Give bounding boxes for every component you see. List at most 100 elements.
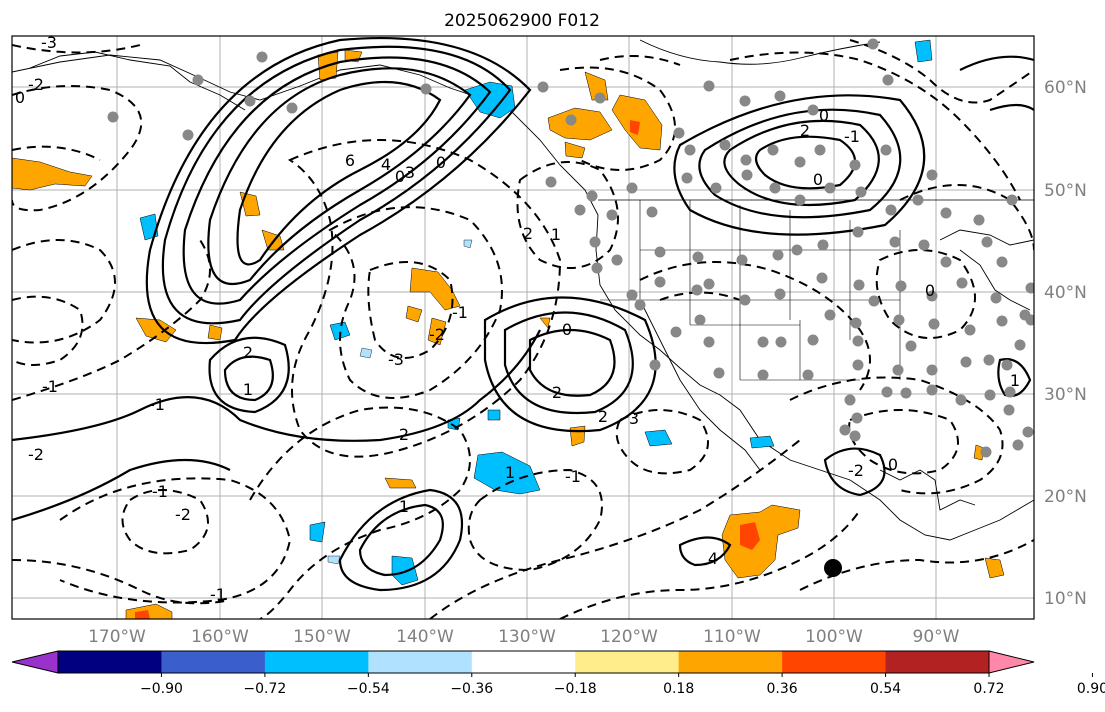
contour-label: 2: [552, 383, 562, 402]
colorbar-segment: [678, 651, 783, 673]
station-dot: [824, 182, 836, 194]
station-dot: [928, 318, 940, 330]
lon-tick-label: 160°W: [191, 627, 249, 647]
colorbar: −0.90 −0.72 −0.54 −0.36 −0.18 0.18 0.36 0.54 0.7…: [11, 650, 1105, 697]
contour-label: -1: [210, 585, 226, 604]
colorbar-tick-label: −0.18: [554, 681, 597, 697]
station-dots: [107, 38, 1034, 458]
contour-label: 4: [381, 155, 391, 174]
station-dot: [867, 38, 879, 50]
station-dot: [594, 92, 606, 104]
station-dot: [775, 336, 787, 348]
station-dot: [626, 289, 638, 301]
map-panel: -3-20-16 4 321-220-1-21-3-22-11-12 34-2 0-12…: [11, 35, 1035, 620]
station-dot: [849, 430, 861, 442]
station-dot: [1001, 359, 1013, 371]
station-dot: [710, 182, 722, 194]
contour-label: -2: [28, 445, 44, 464]
station-dot: [964, 324, 976, 336]
contour-label: -1: [149, 395, 165, 414]
station-dot: [912, 194, 924, 206]
station-dot: [634, 299, 646, 311]
station-dot: [757, 369, 769, 381]
station-dot: [767, 144, 779, 156]
station-dot: [1014, 339, 1026, 351]
contour-label: 1: [505, 463, 515, 482]
contour-label: -1: [844, 127, 860, 146]
station-dot: [1003, 404, 1015, 416]
station-dot: [802, 369, 814, 381]
station-dot: [926, 290, 938, 302]
contour-label: 1: [243, 380, 253, 399]
map-frame: [11, 35, 1035, 620]
shaded-blue-regions: [139, 39, 933, 586]
station-dot: [850, 317, 862, 329]
station-dot: [673, 127, 685, 139]
colorbar-tick-label: 0.90: [1077, 681, 1105, 697]
station-dot: [741, 169, 753, 181]
station-dot: [606, 209, 618, 221]
lon-tick-label: 100°W: [805, 627, 863, 647]
station-dot: [851, 412, 863, 424]
colorbar-segment: [264, 651, 369, 673]
station-dot: [791, 244, 803, 256]
station-dot: [881, 386, 893, 398]
shaded-lightblue-regions: [327, 239, 473, 565]
station-dot: [703, 80, 715, 92]
contour-label: 2: [243, 343, 253, 362]
station-dot: [849, 159, 861, 171]
station-dot: [1022, 426, 1034, 438]
contour-label: 0: [925, 281, 935, 300]
colorbar-segment: [782, 651, 887, 673]
lon-tick-label: 140°W: [396, 627, 454, 647]
station-dot: [719, 139, 731, 151]
map-title: 2025062900 F012: [444, 11, 600, 31]
contour-label: 0: [562, 320, 572, 339]
station-dot: [537, 81, 549, 93]
station-dot: [794, 194, 806, 206]
colorbar-tick-label: 0.54: [870, 681, 901, 697]
colorbar-tick-label: −0.54: [347, 681, 390, 697]
contour-label: 3: [405, 163, 415, 182]
contour-label: 0: [888, 455, 898, 474]
contour-label: -3: [388, 350, 404, 369]
colorbar-extend-left: [11, 650, 59, 674]
contour-label: 3: [629, 409, 639, 428]
lat-tick-label: 40°N: [1044, 283, 1087, 303]
station-dot: [182, 129, 194, 141]
contour-label: -2: [429, 325, 445, 344]
station-dot: [1006, 194, 1018, 206]
station-dot: [807, 334, 819, 346]
station-dot: [983, 354, 995, 366]
contour-label: 2: [399, 425, 409, 444]
station-dot: [589, 236, 601, 248]
dashed-contours: [12, 39, 1034, 619]
station-dot: [940, 256, 952, 268]
contour-label: -2: [848, 461, 864, 480]
lon-tick-label: 170°W: [88, 627, 146, 647]
station-dot: [703, 336, 715, 348]
station-dot: [926, 364, 938, 376]
station-dot: [990, 292, 1002, 304]
station-dot: [853, 279, 865, 291]
colorbar-tick-label: 0.18: [663, 681, 694, 697]
contour-label: 1: [551, 225, 561, 244]
colorbar-segment: [161, 651, 266, 673]
station-dot: [814, 144, 826, 156]
station-dot: [973, 214, 985, 226]
station-dot: [691, 284, 703, 296]
colorbar-segment: [58, 651, 162, 673]
latitude-labels: 60°N 50°N 40°N 30°N 20°N 10°N: [1044, 78, 1087, 609]
colorbar-tick-label: 0.36: [767, 681, 798, 697]
contour-label: 4: [708, 549, 718, 568]
station-dot: [882, 74, 894, 86]
shaded-orange-regions: [12, 49, 1005, 619]
contour-label: 0: [813, 170, 823, 189]
contour-label: 0: [15, 88, 25, 107]
station-dot: [739, 95, 751, 107]
station-dot: [960, 356, 972, 368]
station-dot: [918, 239, 930, 251]
colorbar-tick-label: −0.36: [450, 681, 493, 697]
station-dot: [774, 90, 786, 102]
contour-label: -2: [28, 75, 44, 94]
